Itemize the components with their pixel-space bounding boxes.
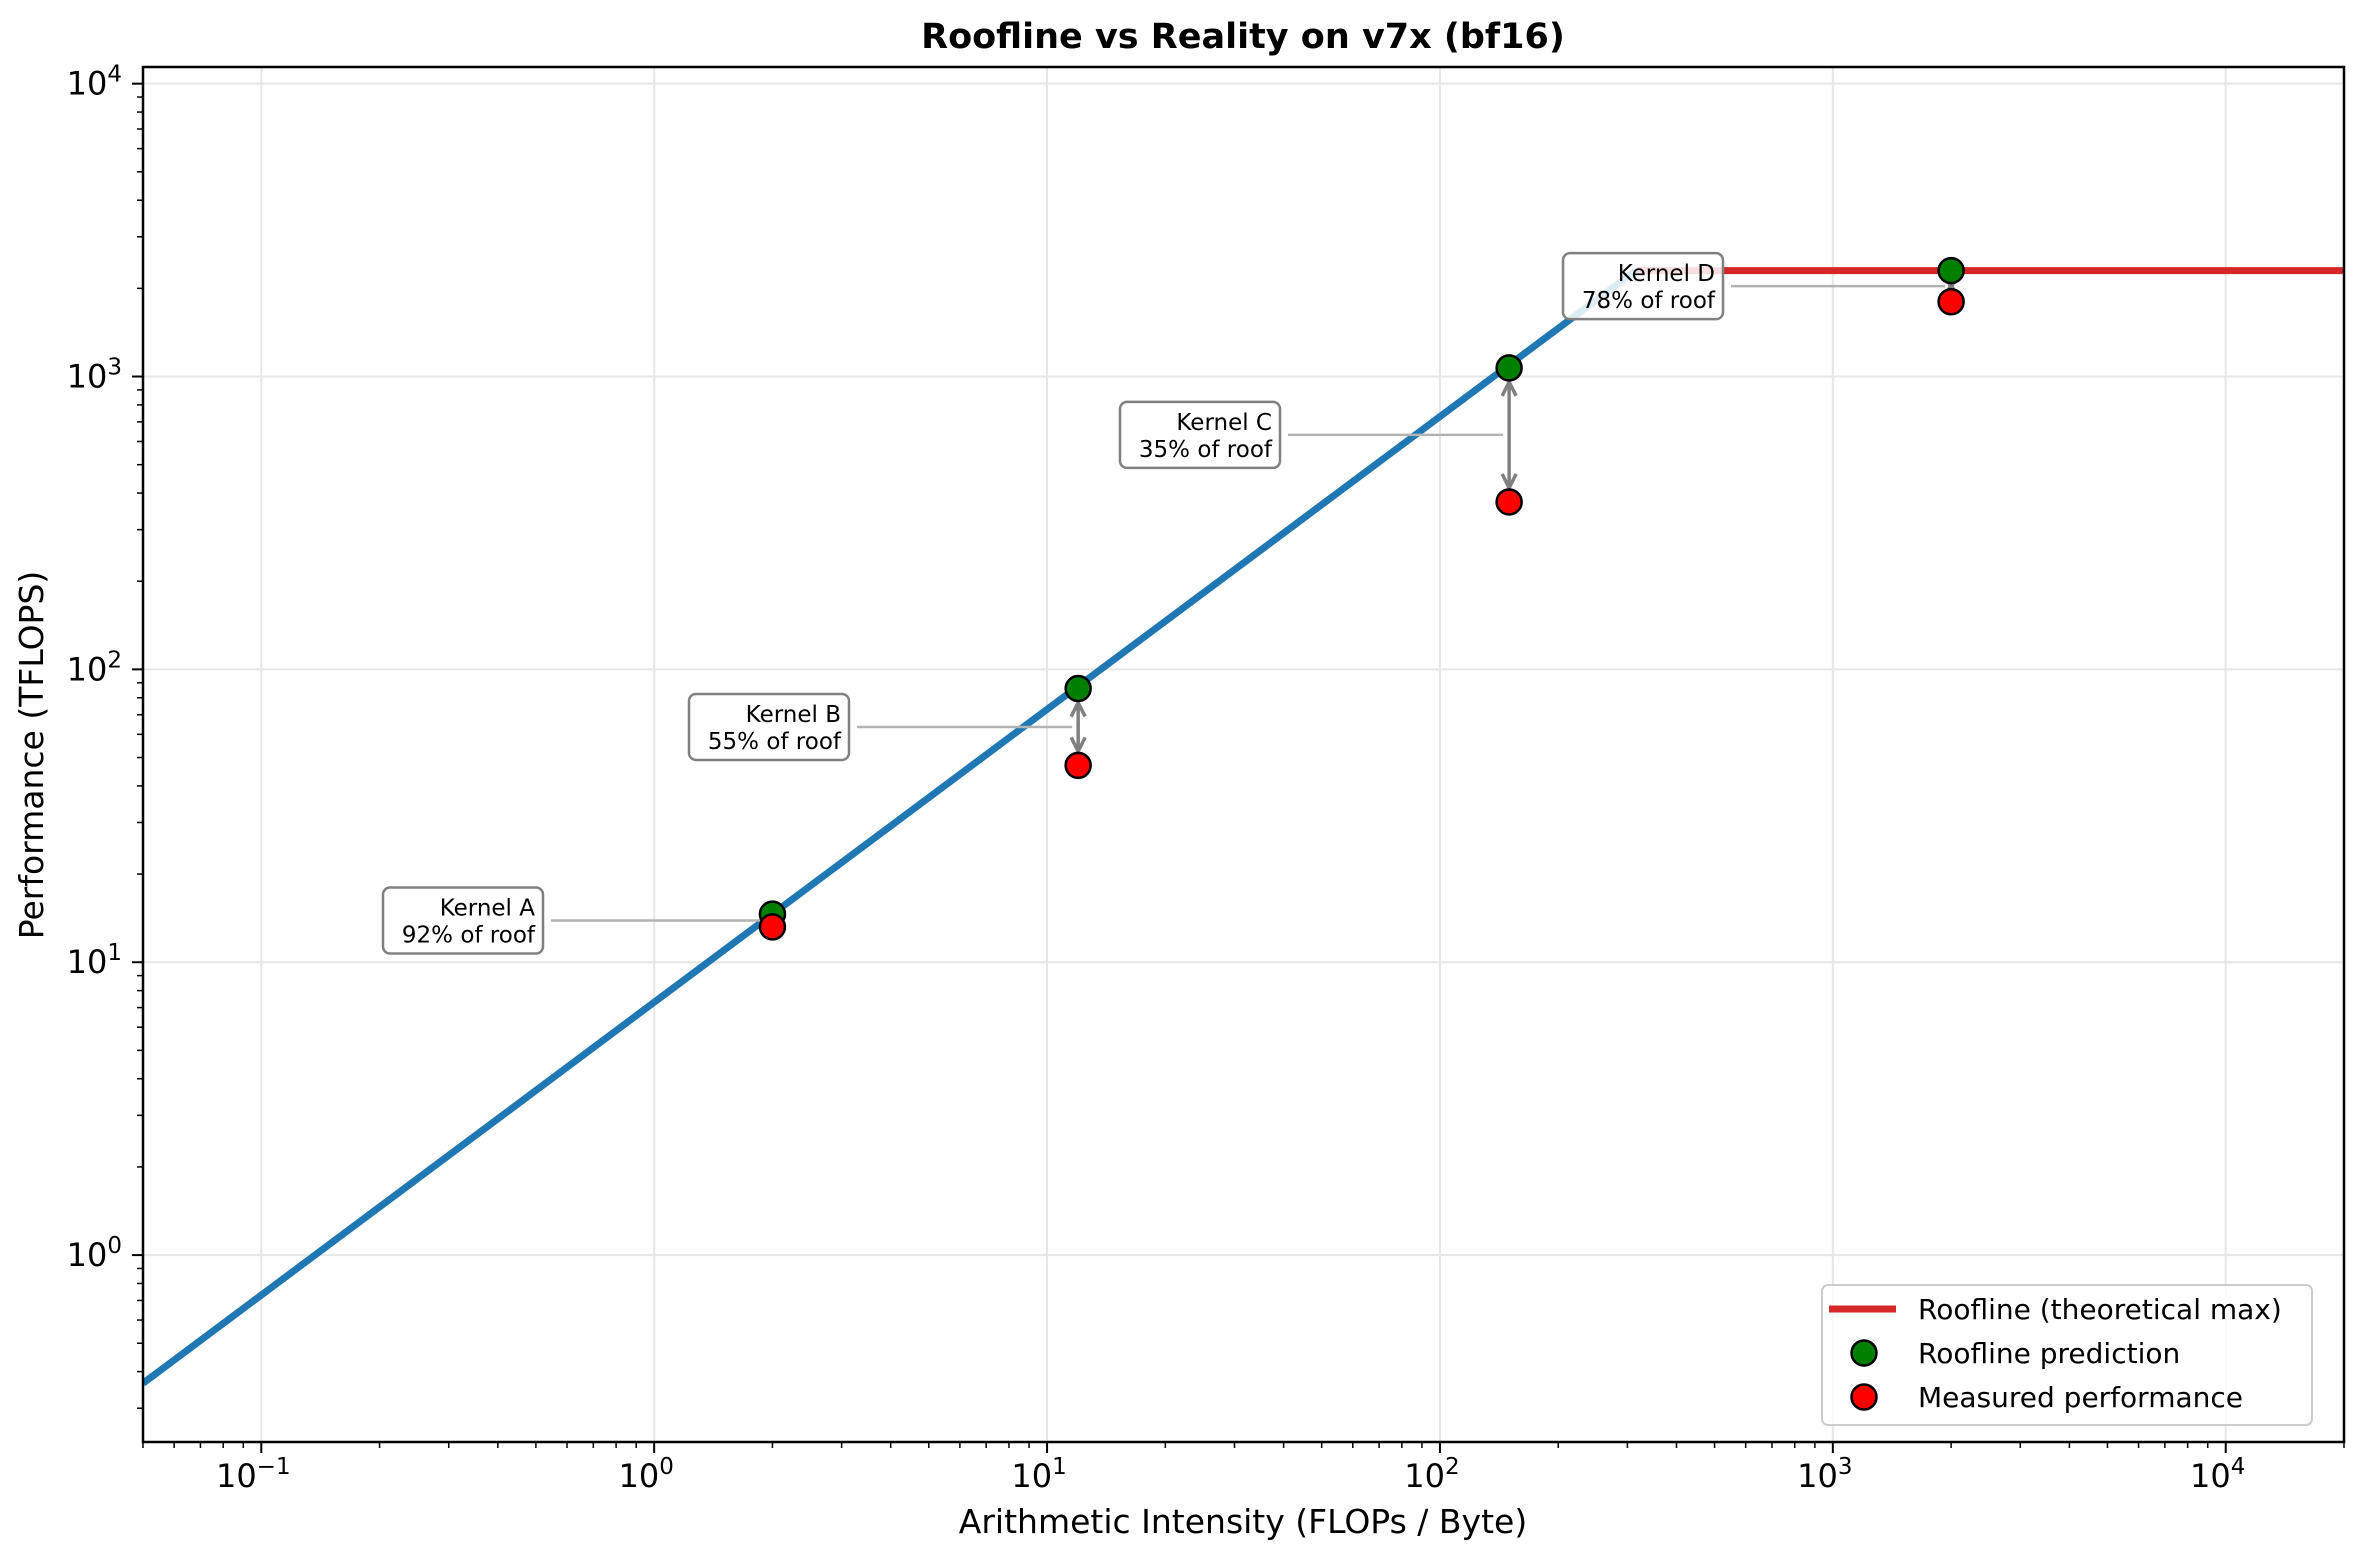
annotation-box	[1561, 251, 1725, 321]
x-tick-label: 10−1	[216, 1454, 291, 1495]
legend-entry-roofline: Roofline (theoretical max)	[1829, 1293, 2282, 1326]
annotation-percent-label: 78% of roof	[1582, 288, 1716, 314]
measured-point	[1064, 751, 1092, 780]
legend-label: Roofline prediction	[1918, 1337, 2180, 1370]
y-axis-ticks: 100 101 102 103 104	[67, 62, 143, 1409]
measured-point	[1937, 288, 1965, 316]
chart-title: Roofline vs Reality on v7x (bf16)	[921, 17, 1565, 57]
annotation-kernel-name: Kernel C	[1176, 410, 1272, 436]
legend-marker-icon	[1850, 1383, 1878, 1411]
legend-entry-prediction: Roofline prediction	[1850, 1337, 2180, 1370]
prediction-point	[1937, 256, 1965, 285]
annotation-kernel-b: Kernel B55% of roof	[687, 692, 1078, 762]
measured-point	[1495, 488, 1523, 516]
y-tick-label: 102	[67, 647, 122, 688]
annotation-percent-label: 55% of roof	[708, 729, 842, 755]
data-markers	[758, 256, 1965, 941]
annotation-box	[687, 692, 851, 762]
y-tick-label: 103	[67, 355, 122, 396]
legend-label: Measured performance	[1918, 1381, 2243, 1414]
y-tick-label: 104	[67, 62, 122, 103]
annotation-kernel-d: Kernel D78% of roof	[1561, 251, 1951, 321]
legend-box	[1821, 1284, 2313, 1426]
prediction-point	[1495, 354, 1523, 382]
annotation-percent-label: 35% of roof	[1139, 437, 1273, 463]
annotation-kernel-name: Kernel A	[440, 896, 536, 922]
annotation-kernel-name: Kernel B	[746, 702, 841, 728]
legend-entry-measured: Measured performance	[1850, 1381, 2243, 1414]
legend-label: Roofline (theoretical max)	[1918, 1293, 2282, 1326]
annotation-box	[381, 886, 545, 955]
annotation-percent-label: 92% of roof	[402, 923, 536, 949]
memory-bound-roofline	[143, 267, 1638, 1387]
x-tick-label: 100	[618, 1454, 673, 1495]
x-axis-label: Arithmetic Intensity (FLOPs / Byte)	[959, 1502, 1527, 1541]
plot-area	[143, 267, 2344, 1387]
y-tick-label: 100	[67, 1233, 122, 1274]
x-axis-ticks: 10−1 100 101 102 103 104	[142, 1442, 2345, 1495]
x-tick-label: 102	[1404, 1454, 1459, 1495]
grid-lines	[143, 67, 2344, 1442]
measured-point	[758, 913, 787, 941]
x-tick-label: 103	[1797, 1454, 1852, 1495]
annotation-kernel-c: Kernel C35% of roof	[1118, 382, 1509, 488]
y-axis-label: Performance (TFLOPS)	[12, 571, 51, 940]
prediction-point	[1064, 674, 1092, 703]
annotation-kernel-a: Kernel A92% of roof	[381, 886, 767, 955]
annotation-box	[1118, 400, 1282, 470]
legend: Roofline (theoretical max) Roofline pred…	[1821, 1284, 2313, 1426]
annotation-kernel-name: Kernel D	[1618, 261, 1715, 287]
x-tick-label: 101	[1011, 1454, 1066, 1495]
y-tick-label: 101	[67, 940, 122, 981]
x-tick-label: 104	[2190, 1454, 2245, 1495]
axes-frame	[141, 65, 2346, 1444]
legend-marker-icon	[1850, 1339, 1878, 1367]
